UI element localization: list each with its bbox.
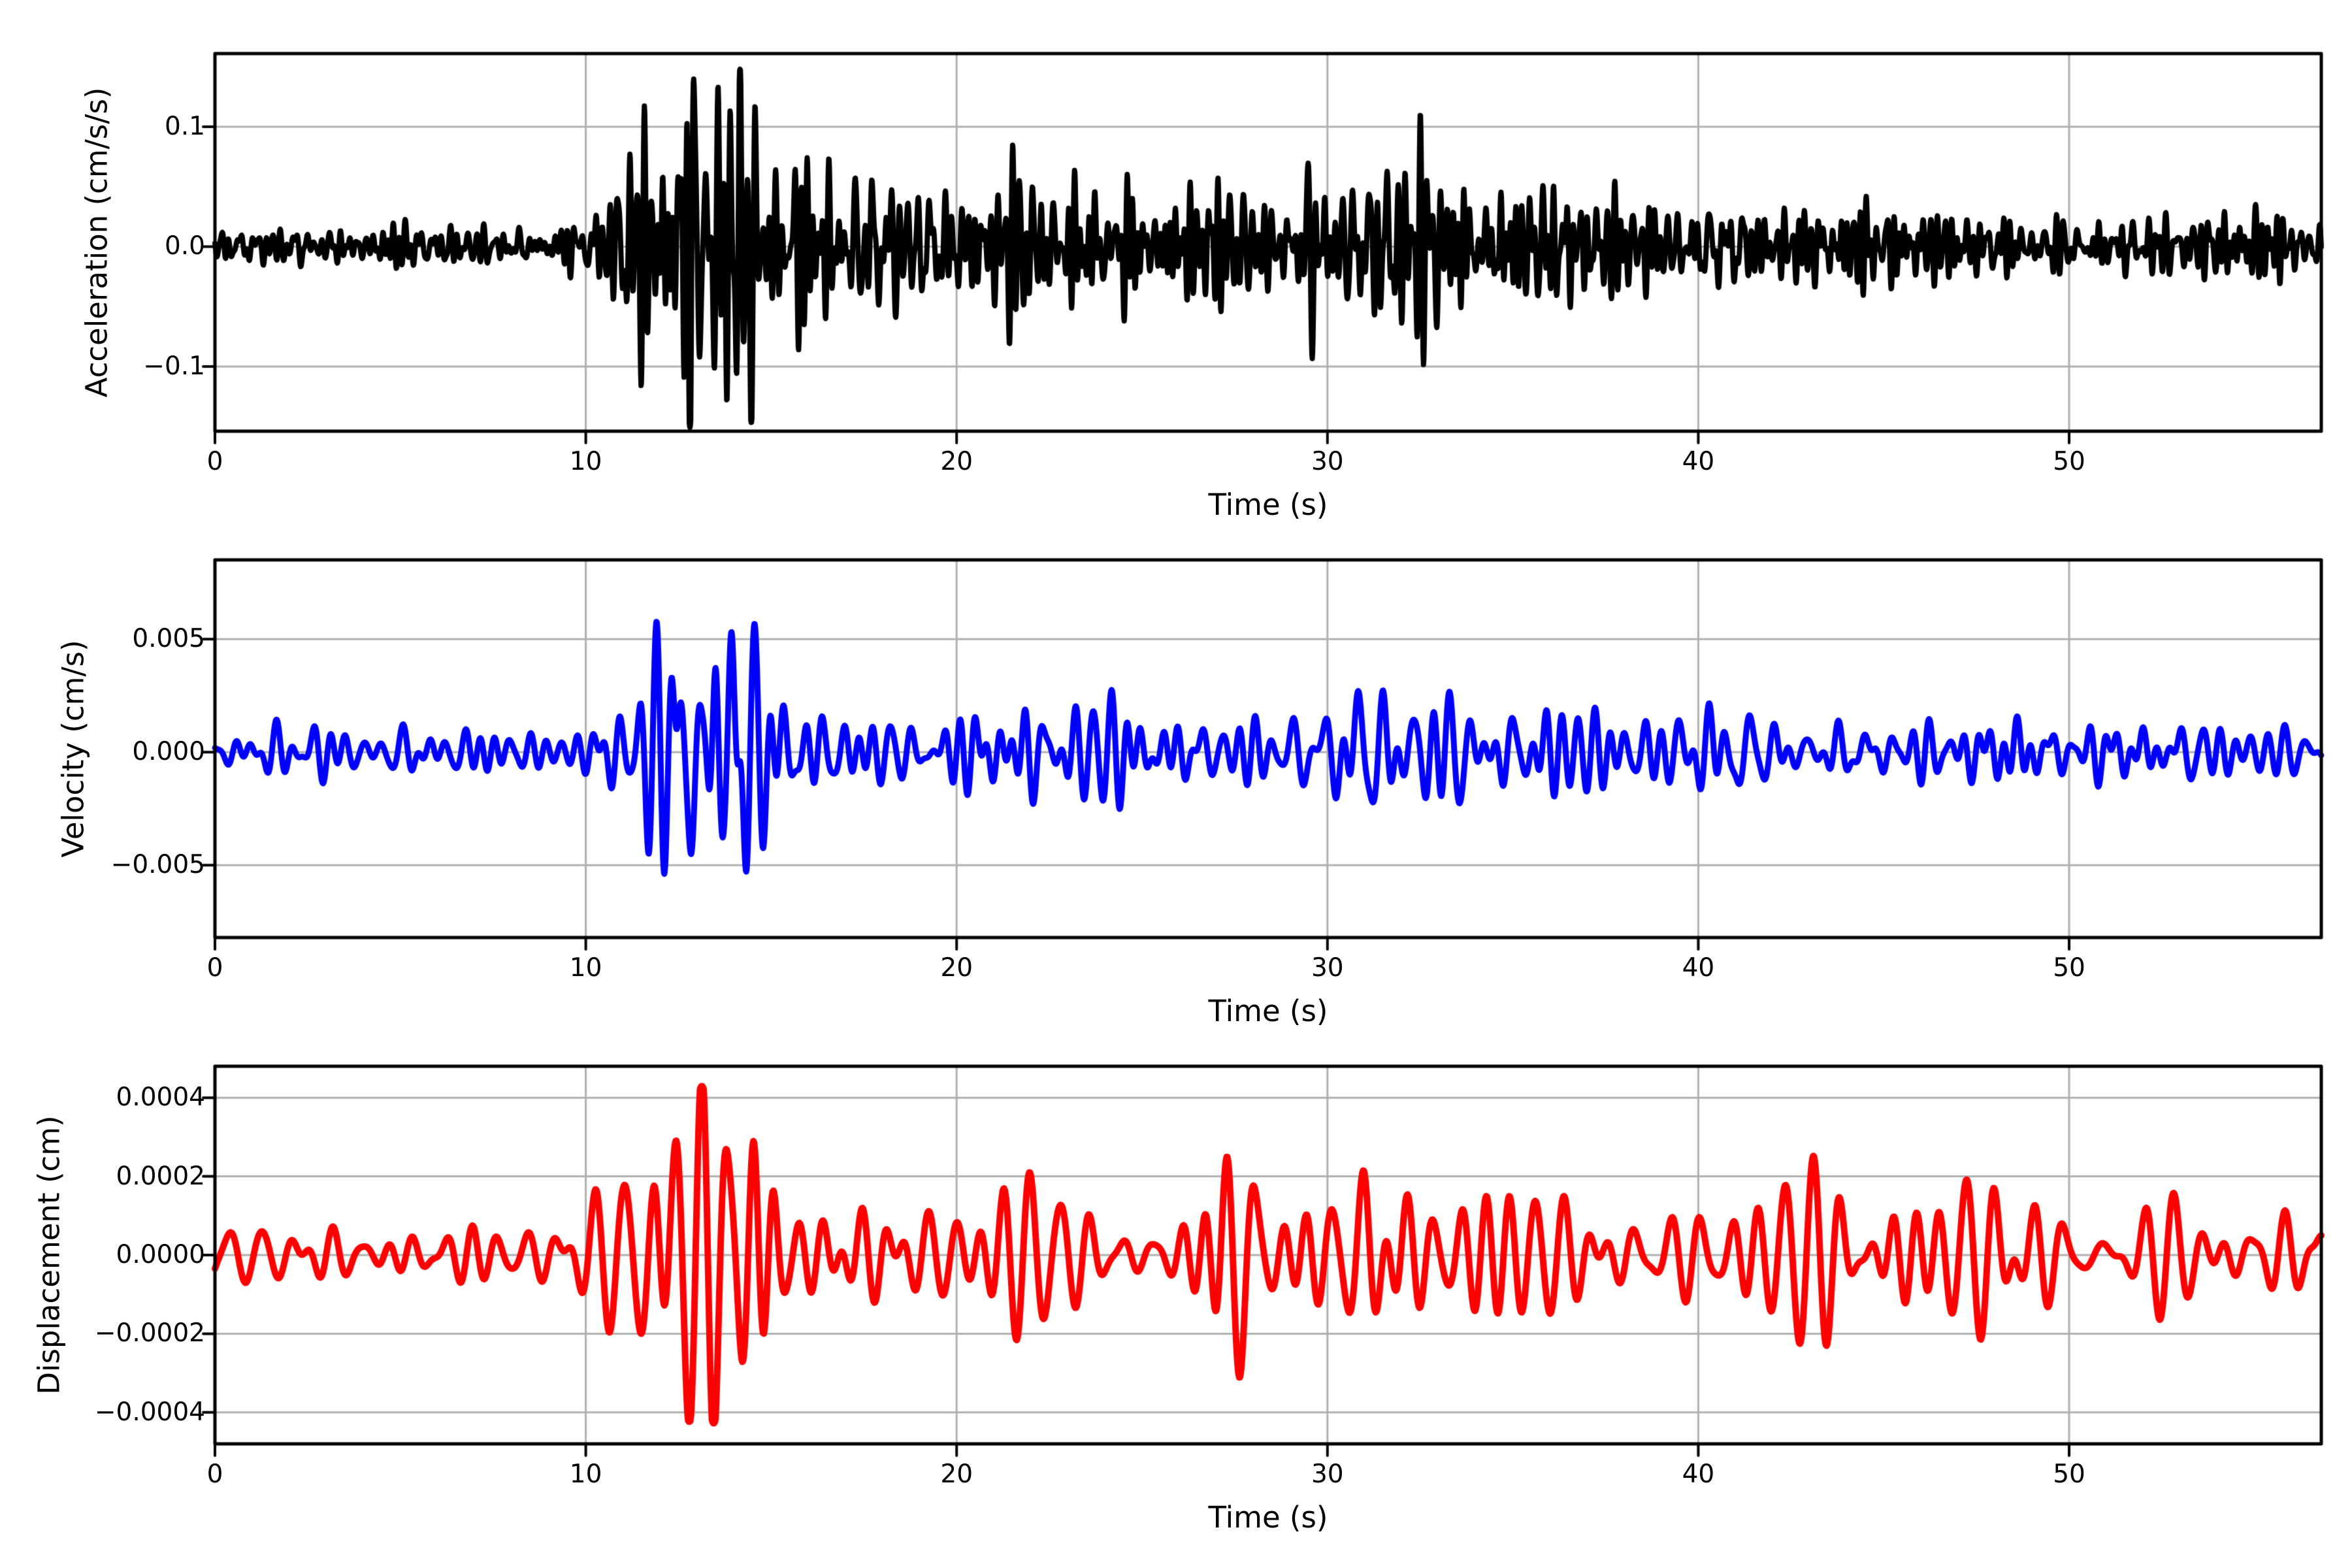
x-tick-label-velocity: 40: [1682, 953, 1715, 983]
x-tick-label-displacement: 20: [940, 1460, 973, 1489]
y-axis-label-velocity: Velocity (cm/s): [56, 640, 91, 858]
y-tick-label-velocity: 0.005: [132, 624, 205, 654]
y-tick-label-acceleration: 0.0: [164, 231, 205, 261]
y-tick-label-displacement: 0.0002: [116, 1161, 205, 1191]
x-axis-label-velocity: Time (s): [1208, 994, 1328, 1028]
x-tick-label-acceleration: 50: [2053, 447, 2085, 476]
x-axis-label-acceleration: Time (s): [1208, 487, 1328, 522]
x-tick-label-velocity: 10: [569, 953, 602, 983]
x-tick-label-acceleration: 40: [1682, 447, 1715, 476]
x-tick-label-velocity: 0: [206, 953, 223, 983]
x-axis-label-displacement: Time (s): [1208, 1500, 1328, 1535]
x-tick-label-acceleration: 0: [206, 447, 223, 476]
y-axis-label-displacement: Displacement (cm): [31, 1115, 67, 1395]
x-tick-label-acceleration: 30: [1311, 447, 1344, 476]
y-tick-label-displacement: 0.0004: [116, 1083, 205, 1113]
y-tick-label-displacement: −0.0002: [94, 1318, 205, 1348]
y-tick-label-velocity: −0.005: [110, 850, 205, 880]
y-tick-label-acceleration: 0.1: [164, 111, 205, 141]
y-tick-label-displacement: −0.0004: [94, 1397, 205, 1427]
x-tick-label-displacement: 40: [1682, 1460, 1715, 1489]
y-tick-label-acceleration: −0.1: [143, 351, 205, 381]
x-tick-label-velocity: 30: [1311, 953, 1344, 983]
y-tick-label-velocity: 0.000: [132, 737, 205, 767]
y-tick-label-displacement: 0.0000: [116, 1240, 205, 1269]
x-tick-label-velocity: 50: [2053, 953, 2085, 983]
x-tick-label-displacement: 30: [1311, 1460, 1344, 1489]
x-tick-label-velocity: 20: [940, 953, 973, 983]
x-tick-label-displacement: 0: [206, 1460, 223, 1489]
x-tick-label-acceleration: 20: [940, 447, 973, 476]
x-tick-label-acceleration: 10: [569, 447, 602, 476]
x-tick-label-displacement: 10: [569, 1460, 602, 1489]
y-axis-label-acceleration: Acceleration (cm/s/s): [79, 87, 114, 398]
x-tick-label-displacement: 50: [2053, 1460, 2085, 1489]
